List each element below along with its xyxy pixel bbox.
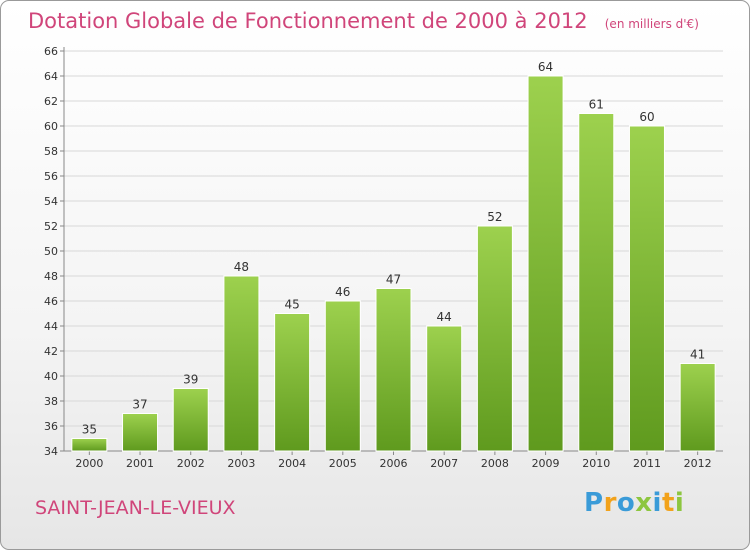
bar-2006 bbox=[375, 288, 412, 452]
bar-2010 bbox=[578, 113, 615, 452]
y-tick-label: 56 bbox=[44, 170, 58, 183]
y-tick-label: 54 bbox=[44, 195, 58, 208]
bar-value-label: 48 bbox=[234, 260, 249, 274]
proxiti-logo: Proxiti bbox=[584, 488, 684, 518]
bar-2011 bbox=[628, 125, 665, 452]
chart-title: Dotation Globale de Fonctionnement de 20… bbox=[28, 9, 588, 33]
y-tick-label: 66 bbox=[44, 45, 58, 58]
logo-letter: i bbox=[674, 488, 685, 518]
bar-2005 bbox=[324, 300, 361, 452]
logo-letter: i bbox=[652, 488, 662, 518]
y-tick-label: 50 bbox=[44, 245, 58, 258]
y-tick-label: 52 bbox=[44, 220, 58, 233]
y-tick-label: 34 bbox=[44, 445, 58, 458]
bar-value-label: 37 bbox=[132, 398, 147, 412]
labels: 34 36 38 40 42 44 46 48 50 52 54 56 58 60 62 64 66 35 2000… bbox=[44, 45, 712, 470]
x-tick-label: 2003 bbox=[227, 457, 255, 470]
bar-2003 bbox=[223, 275, 260, 452]
bar-2012 bbox=[679, 363, 716, 452]
bar-value-label: 44 bbox=[437, 310, 452, 324]
x-tick-label: 2005 bbox=[329, 457, 357, 470]
bar-value-label: 47 bbox=[386, 273, 401, 287]
y-tick-label: 58 bbox=[44, 145, 58, 158]
y-tick-label: 64 bbox=[44, 70, 58, 83]
bar-2004 bbox=[274, 313, 311, 452]
y-tick-label: 36 bbox=[44, 420, 58, 433]
y-tick-label: 62 bbox=[44, 95, 58, 108]
bar-value-label: 46 bbox=[335, 285, 350, 299]
x-tick-label: 2012 bbox=[684, 457, 712, 470]
x-tick-label: 2009 bbox=[532, 457, 560, 470]
bar-value-label: 39 bbox=[183, 373, 198, 387]
commune-name: SAINT-JEAN-LE-VIEUX bbox=[35, 497, 236, 519]
y-tick-label: 44 bbox=[44, 320, 58, 333]
x-tick-label: 2006 bbox=[380, 457, 408, 470]
chart-unit: (en milliers d'€) bbox=[604, 17, 699, 31]
bar-2007 bbox=[426, 325, 463, 452]
logo-letter: P bbox=[584, 488, 604, 518]
bar-value-label: 35 bbox=[82, 423, 97, 437]
bar-2009 bbox=[527, 75, 564, 452]
bar-value-label: 60 bbox=[639, 110, 654, 124]
x-tick-label: 2007 bbox=[430, 457, 458, 470]
bar-value-label: 61 bbox=[589, 98, 604, 112]
bar-value-label: 45 bbox=[284, 298, 299, 312]
y-tick-label: 38 bbox=[44, 395, 58, 408]
bar-2000 bbox=[71, 438, 108, 452]
y-tick-label: 42 bbox=[44, 345, 58, 358]
bar-2001 bbox=[122, 413, 159, 452]
title-row: Dotation Globale de Fonctionnement de 20… bbox=[28, 9, 699, 33]
x-tick-label: 2004 bbox=[278, 457, 306, 470]
x-tick-label: 2008 bbox=[481, 457, 509, 470]
bars bbox=[71, 75, 716, 452]
y-tick-label: 48 bbox=[44, 270, 58, 283]
bar-value-label: 41 bbox=[690, 348, 705, 362]
logo-letter: t bbox=[661, 488, 675, 518]
x-tick-label: 2000 bbox=[75, 457, 103, 470]
x-tick-label: 2002 bbox=[177, 457, 205, 470]
bar-2002 bbox=[172, 388, 209, 452]
y-tick-label: 40 bbox=[44, 370, 58, 383]
logo-letter: r bbox=[603, 488, 617, 518]
logo-letter: o bbox=[616, 488, 636, 518]
y-tick-label: 60 bbox=[44, 120, 58, 133]
x-tick-label: 2011 bbox=[633, 457, 661, 470]
logo-letter: x bbox=[635, 488, 653, 518]
x-tick-label: 2010 bbox=[582, 457, 610, 470]
bar-value-label: 52 bbox=[487, 210, 502, 224]
y-tick-label: 46 bbox=[44, 295, 58, 308]
bar-2008 bbox=[476, 225, 513, 452]
x-tick-label: 2001 bbox=[126, 457, 154, 470]
bar-value-label: 64 bbox=[538, 60, 553, 74]
